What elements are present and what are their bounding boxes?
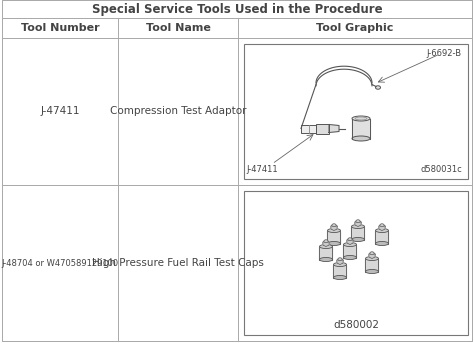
Bar — [244, 44, 468, 179]
Polygon shape — [329, 125, 339, 132]
Ellipse shape — [338, 258, 342, 261]
Text: d580031c: d580031c — [420, 165, 462, 174]
Ellipse shape — [352, 237, 365, 241]
Text: High Pressure Fuel Rail Test Caps: High Pressure Fuel Rail Test Caps — [92, 258, 264, 268]
Ellipse shape — [375, 86, 381, 89]
Ellipse shape — [319, 245, 332, 248]
Polygon shape — [337, 259, 343, 264]
Text: J-47411: J-47411 — [40, 106, 80, 117]
Ellipse shape — [355, 117, 367, 120]
Polygon shape — [352, 118, 370, 139]
Text: Special Service Tools Used in the Procedure: Special Service Tools Used in the Proced… — [91, 2, 383, 15]
Ellipse shape — [370, 252, 374, 255]
Ellipse shape — [344, 243, 356, 247]
Ellipse shape — [328, 228, 340, 233]
Ellipse shape — [319, 258, 332, 261]
Ellipse shape — [324, 240, 328, 243]
Ellipse shape — [365, 270, 379, 273]
Ellipse shape — [365, 257, 379, 260]
Polygon shape — [365, 259, 379, 272]
Ellipse shape — [380, 224, 384, 227]
Polygon shape — [344, 245, 356, 258]
Ellipse shape — [375, 241, 389, 246]
Ellipse shape — [334, 275, 346, 280]
Bar — [2, 185, 472, 341]
Polygon shape — [355, 221, 361, 226]
Polygon shape — [323, 241, 329, 247]
Text: Tool Name: Tool Name — [146, 23, 210, 33]
Ellipse shape — [375, 228, 389, 233]
Polygon shape — [331, 225, 337, 230]
Bar — [2, 0, 472, 18]
Polygon shape — [352, 226, 365, 239]
Ellipse shape — [334, 262, 346, 267]
Bar — [2, 18, 472, 38]
Bar — [244, 191, 468, 335]
Polygon shape — [379, 225, 385, 230]
Polygon shape — [347, 239, 353, 245]
Ellipse shape — [356, 220, 360, 223]
Text: Compression Test Adaptor: Compression Test Adaptor — [110, 106, 246, 117]
Ellipse shape — [348, 238, 352, 241]
Text: J-47411: J-47411 — [246, 165, 278, 174]
Bar — [316, 123, 329, 133]
Text: J-48704 or W470589129100: J-48704 or W470589129100 — [1, 259, 118, 268]
Polygon shape — [328, 230, 340, 244]
Polygon shape — [319, 247, 332, 260]
Polygon shape — [375, 230, 389, 244]
Polygon shape — [369, 253, 375, 259]
Ellipse shape — [352, 225, 365, 228]
Ellipse shape — [352, 136, 370, 141]
Ellipse shape — [332, 224, 336, 227]
Ellipse shape — [328, 241, 340, 246]
Bar — [301, 125, 316, 132]
Text: Tool Number: Tool Number — [21, 23, 100, 33]
Text: d580002: d580002 — [333, 320, 379, 330]
Ellipse shape — [352, 116, 370, 121]
Polygon shape — [334, 264, 346, 277]
Bar — [2, 38, 472, 185]
Text: J-6692-B: J-6692-B — [427, 49, 462, 59]
Ellipse shape — [344, 256, 356, 260]
Text: Tool Graphic: Tool Graphic — [316, 23, 394, 33]
